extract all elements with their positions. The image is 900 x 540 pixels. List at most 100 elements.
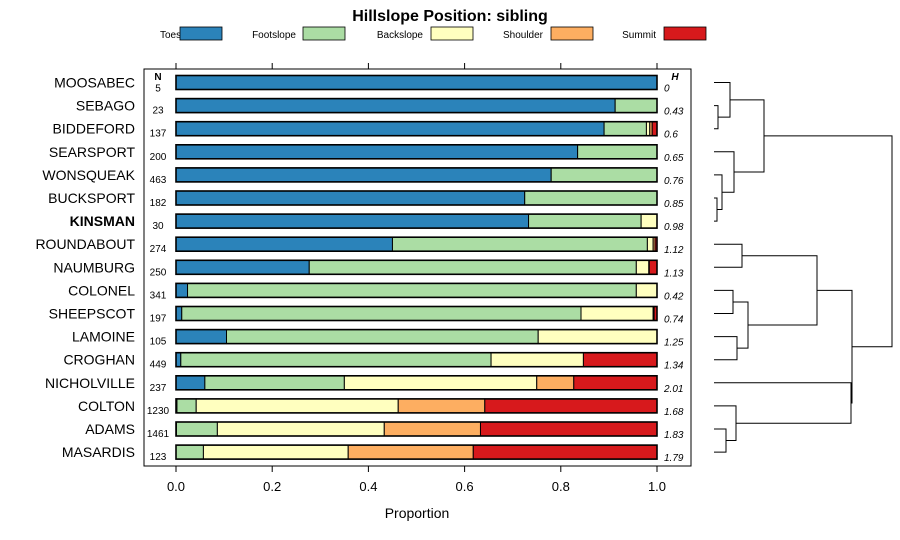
n-value: 341 [150,290,167,301]
bar-outline [175,97,658,114]
row-label: MOOSABEC [54,75,135,91]
bar-row: LAMOINE 105 1.25 [72,329,684,349]
n-value: 5 [155,84,161,95]
bar-outline [175,305,658,322]
h-value: 0.85 [664,199,684,210]
bar-segment-toeslope [175,329,228,345]
dendrogram-branch [817,289,853,404]
h-value: 2.01 [663,384,683,395]
h-value: 1.68 [664,407,684,418]
bar-segment-toeslope [175,375,206,391]
n-value: 23 [152,106,164,117]
bar-segment-footslope [187,282,637,298]
bar-segment-footslope [308,259,637,275]
bar-segment-summit [573,375,658,391]
n-value: 137 [150,129,167,140]
bar-segment-summit [648,259,658,275]
bar-segment-summit [472,444,658,460]
dendrogram-branch [730,99,765,173]
dendrogram-branch [714,82,731,118]
row-label: COLTON [78,398,135,414]
bar-segment-toeslope [175,144,579,160]
bar-segment-backslope [537,329,658,345]
bar-outline [175,236,658,252]
x-axis-title: Proportion [385,505,450,521]
row-label: NAUMBURG [53,259,135,275]
bar-row: SEBAGO 23 0.43 [76,98,684,118]
bar-row: KINSMAN 30 0.98 [70,213,684,233]
dendrogram-branch [742,255,818,326]
h-value: 0.43 [664,107,684,118]
bar-outline [175,167,658,183]
n-value: 250 [150,267,167,278]
bar-segment-summit [582,352,658,368]
bar-segment-summit [479,421,658,437]
bar-segment-toeslope [175,213,530,229]
bar-row: SEARSPORT 200 0.65 [49,144,684,164]
bar-row: ADAMS 1461 1.83 [85,421,684,441]
dendrogram-branch [714,197,718,222]
bar-segment-toeslope [175,306,183,321]
bar-segment-backslope [635,259,650,275]
legend-label: Footslope [252,30,296,41]
bar-segment-backslope [343,375,538,391]
bar-row: CROGHAN 449 1.34 [63,352,683,372]
bar-row: BUCKSPORT 182 0.85 [48,190,684,210]
dendrogram-branch [714,289,734,314]
h-value: 0.6 [664,130,678,141]
row-label: SHEEPSCOT [49,306,136,322]
bar-row: COLTON 1230 1.68 [78,398,684,418]
legend-swatch [430,26,474,41]
bar-outline [175,259,658,276]
row-label: BUCKSPORT [48,190,135,206]
bar-segment-shoulder [347,444,474,460]
n-value: 237 [150,383,167,394]
bar-row: NAUMBURG 250 1.13 [53,259,684,279]
bar-segment-footslope [181,306,582,321]
bar-segment-backslope [645,121,651,137]
bar-segment-summit [484,398,658,414]
dendrogram-branch [714,405,737,442]
bar-segment-footslope [180,352,492,368]
h-value: 1.34 [664,361,684,372]
bar-outline [175,74,658,91]
bar-segment-footslope [175,421,218,437]
bar-segment-footslope [550,167,658,183]
bar-segment-backslope [490,352,584,368]
bar-segment-backslope [580,306,654,321]
bar-row: MASARDIS 123 1.79 [62,444,684,464]
dendrogram-branch [714,382,852,424]
legend-label: Shoulder [503,30,544,41]
row-label: LAMOINE [72,329,135,345]
h-value: 0.74 [664,315,684,326]
bar-outline [175,398,658,414]
dendrogram-branch [714,151,735,193]
n-value: 197 [150,314,167,325]
bar-segment-toeslope [175,167,552,183]
bar-segment-toeslope [175,259,310,275]
bar-segment-shoulder [536,375,575,391]
bar-segment-toeslope [175,282,189,298]
row-label: CROGHAN [63,352,135,368]
plot-frame [143,68,692,467]
dendrogram-branch [733,301,749,349]
bar-outline [175,444,658,460]
h-value: 0.65 [664,153,684,164]
n-value: 1230 [147,406,170,417]
n-value: 182 [150,198,167,209]
bar-segment-backslope [640,213,658,229]
row-label: KINSMAN [70,213,135,229]
bar-segment-toeslope [175,190,526,206]
row-label: COLONEL [68,282,135,298]
bar-outline [175,120,658,137]
row-label: ADAMS [85,421,135,437]
h-value: 1.79 [664,453,684,464]
bar-segment-shoulder [397,398,486,414]
h-value: 0.98 [664,222,684,233]
bar-segment-backslope [202,444,349,460]
n-value: 1461 [147,429,170,440]
bar-outline [175,351,658,368]
legend-swatch [550,26,594,41]
bar-segment-backslope [635,282,658,298]
bar-outline [175,374,658,391]
